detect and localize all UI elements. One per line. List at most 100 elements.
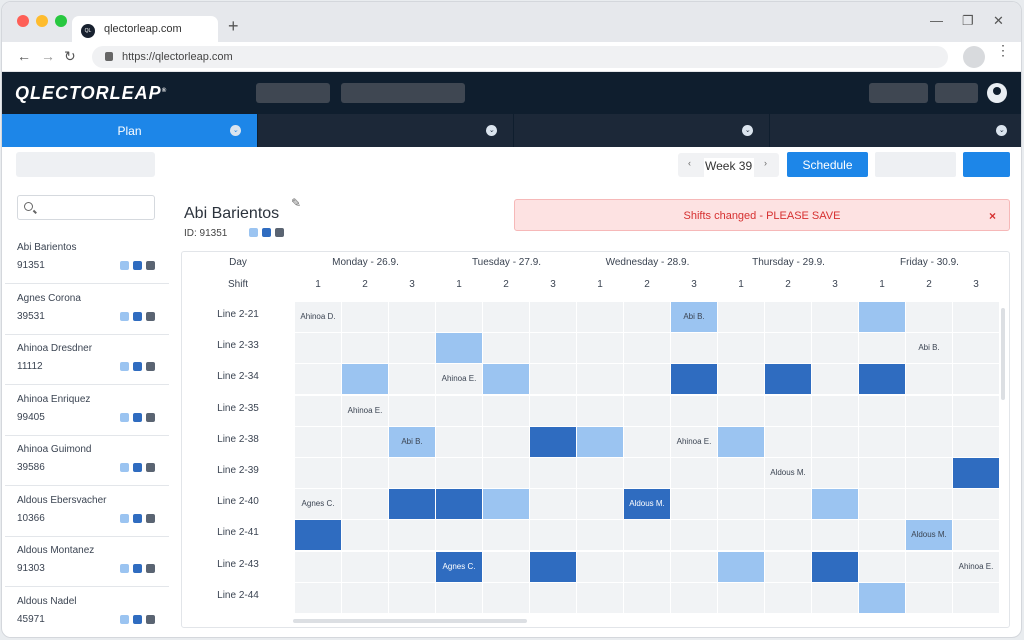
shift-cell[interactable] bbox=[671, 395, 717, 426]
shift-cell[interactable] bbox=[859, 302, 905, 332]
shift-cell[interactable] bbox=[577, 395, 623, 426]
employee-list-item[interactable]: Abi Barientos 91351 bbox=[5, 234, 169, 284]
shift-cell[interactable] bbox=[812, 489, 858, 520]
shift-cell[interactable] bbox=[859, 395, 905, 426]
shift-cell[interactable] bbox=[765, 333, 811, 364]
schedule-button[interactable]: Schedule bbox=[787, 152, 868, 177]
shift-cell[interactable]: Ahinoa E. bbox=[953, 551, 999, 582]
shift-cell[interactable] bbox=[530, 551, 576, 582]
shift-cell[interactable] bbox=[671, 582, 717, 613]
shift-cell[interactable] bbox=[295, 582, 341, 613]
shift-cell[interactable] bbox=[342, 302, 388, 332]
shift-cell[interactable] bbox=[295, 333, 341, 364]
shift-cell[interactable] bbox=[295, 551, 341, 582]
shift-cell[interactable] bbox=[671, 520, 717, 551]
shift-cell[interactable]: Abi B. bbox=[906, 333, 952, 364]
shift-cell[interactable] bbox=[342, 582, 388, 613]
edit-icon[interactable]: ✎ bbox=[291, 196, 302, 210]
shift-cell[interactable] bbox=[765, 364, 811, 395]
shift-cell[interactable] bbox=[389, 458, 435, 488]
shift-cell[interactable] bbox=[342, 520, 388, 551]
shift-cell[interactable] bbox=[812, 333, 858, 364]
shift-cell[interactable] bbox=[530, 364, 576, 395]
shift-cell[interactable] bbox=[436, 395, 482, 426]
shift-cell[interactable] bbox=[577, 364, 623, 395]
next-week-icon[interactable]: › bbox=[764, 158, 767, 168]
shift-cell[interactable] bbox=[671, 489, 717, 520]
shift-cell[interactable] bbox=[718, 302, 764, 332]
shift-cell[interactable] bbox=[718, 364, 764, 395]
shift-cell[interactable] bbox=[671, 458, 717, 488]
shift-cell[interactable] bbox=[483, 364, 529, 395]
shift-cell[interactable] bbox=[624, 302, 670, 332]
user-icon[interactable] bbox=[987, 83, 1007, 103]
shift-cell[interactable] bbox=[624, 364, 670, 395]
shift-cell[interactable] bbox=[812, 395, 858, 426]
shift-cell[interactable]: Abi B. bbox=[671, 302, 717, 332]
shift-cell[interactable] bbox=[812, 582, 858, 613]
toolbar-secondary-button[interactable] bbox=[875, 152, 956, 177]
shift-cell[interactable] bbox=[389, 364, 435, 395]
shift-cell[interactable] bbox=[765, 489, 811, 520]
shift-cell[interactable] bbox=[812, 426, 858, 457]
shift-cell[interactable]: Aldous M. bbox=[765, 458, 811, 488]
shift-cell[interactable] bbox=[765, 551, 811, 582]
employee-list-item[interactable]: Aldous Montanez 91303 bbox=[5, 537, 169, 587]
header-menu-placeholder-1[interactable] bbox=[256, 83, 330, 103]
shift-cell[interactable] bbox=[342, 458, 388, 488]
shift-cell[interactable] bbox=[624, 551, 670, 582]
shift-cell[interactable] bbox=[389, 489, 435, 520]
shift-cell[interactable] bbox=[624, 520, 670, 551]
shift-cell[interactable] bbox=[671, 551, 717, 582]
shift-cell[interactable] bbox=[906, 489, 952, 520]
shift-cell[interactable] bbox=[765, 302, 811, 332]
shift-cell[interactable] bbox=[530, 489, 576, 520]
shift-cell[interactable] bbox=[295, 426, 341, 457]
shift-cell[interactable]: Ahinoa E. bbox=[342, 395, 388, 426]
restore-icon[interactable]: ❐ bbox=[962, 13, 974, 28]
close-icon[interactable]: ✕ bbox=[993, 13, 1004, 28]
shift-cell[interactable] bbox=[530, 395, 576, 426]
shift-cell[interactable] bbox=[718, 489, 764, 520]
employee-list-item[interactable]: Ahinoa Dresdner 11112 bbox=[5, 335, 169, 385]
shift-cell[interactable] bbox=[577, 458, 623, 488]
module-tab-3[interactable]: ⌄ bbox=[514, 114, 770, 147]
shift-cell[interactable] bbox=[906, 364, 952, 395]
filter-placeholder[interactable] bbox=[16, 152, 155, 177]
shift-cell[interactable] bbox=[765, 395, 811, 426]
shift-cell[interactable] bbox=[953, 302, 999, 332]
shift-cell[interactable] bbox=[671, 364, 717, 395]
shift-cell[interactable] bbox=[483, 582, 529, 613]
shift-cell[interactable] bbox=[530, 582, 576, 613]
shift-cell[interactable] bbox=[718, 395, 764, 426]
module-tab-4[interactable]: ⌄ bbox=[770, 114, 1021, 147]
shift-cell[interactable] bbox=[389, 333, 435, 364]
shift-cell[interactable] bbox=[953, 489, 999, 520]
shift-cell[interactable] bbox=[530, 333, 576, 364]
shift-cell[interactable] bbox=[953, 458, 999, 488]
shift-cell[interactable] bbox=[906, 551, 952, 582]
employee-list-item[interactable]: Agnes Corona 39531 bbox=[5, 284, 169, 335]
shift-cell[interactable] bbox=[906, 458, 952, 488]
shift-cell[interactable] bbox=[483, 302, 529, 332]
shift-cell[interactable] bbox=[436, 458, 482, 488]
shift-cell[interactable] bbox=[765, 426, 811, 457]
reload-icon[interactable]: ↻ bbox=[64, 48, 76, 64]
shift-cell[interactable] bbox=[718, 426, 764, 457]
shift-cell[interactable] bbox=[389, 395, 435, 426]
shift-cell[interactable] bbox=[436, 333, 482, 364]
shift-cell[interactable] bbox=[953, 520, 999, 551]
shift-cell[interactable] bbox=[577, 302, 623, 332]
shift-cell[interactable] bbox=[389, 582, 435, 613]
shift-cell[interactable] bbox=[859, 458, 905, 488]
shift-cell[interactable] bbox=[483, 551, 529, 582]
shift-cell[interactable] bbox=[953, 364, 999, 395]
shift-cell[interactable] bbox=[953, 426, 999, 457]
prev-week-icon[interactable]: ‹ bbox=[688, 158, 691, 168]
shift-cell[interactable] bbox=[718, 582, 764, 613]
shift-cell[interactable] bbox=[483, 458, 529, 488]
shift-cell[interactable] bbox=[342, 551, 388, 582]
shift-cell[interactable] bbox=[624, 582, 670, 613]
shift-cell[interactable] bbox=[812, 551, 858, 582]
vertical-scrollbar[interactable] bbox=[1001, 308, 1005, 400]
